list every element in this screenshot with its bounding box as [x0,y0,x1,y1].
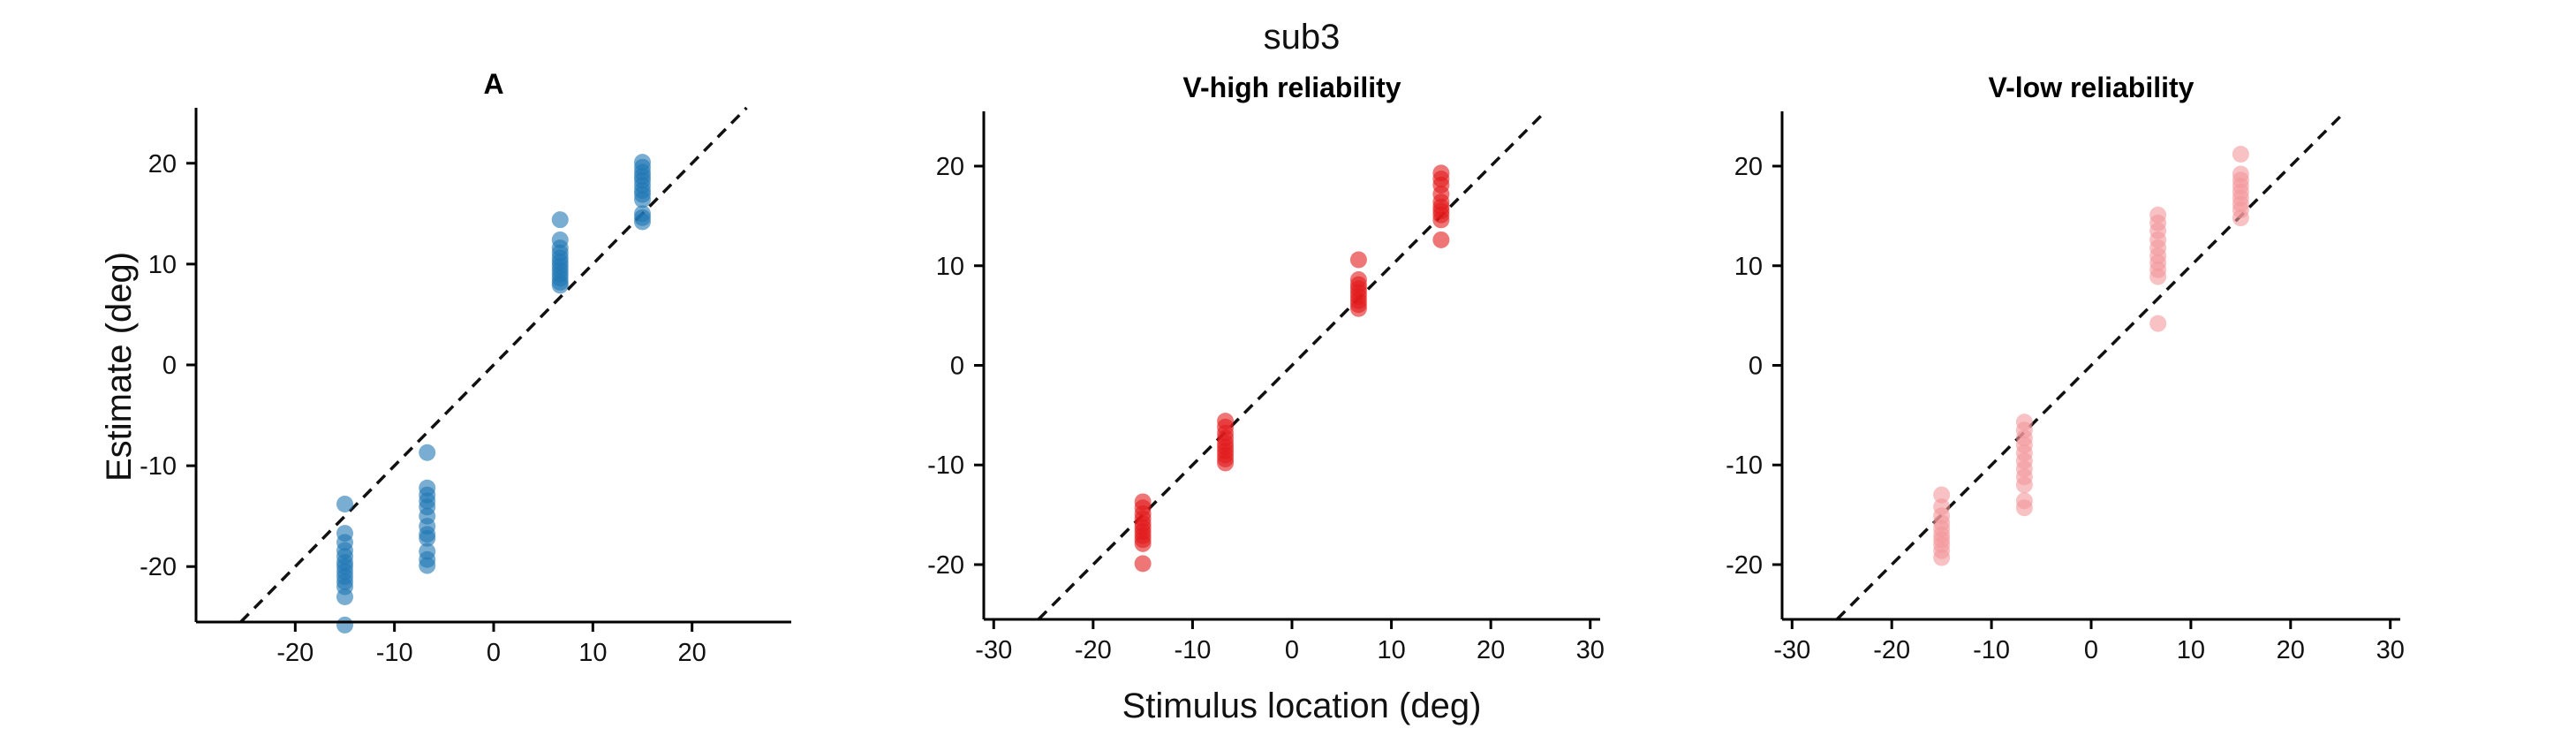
data-point [1432,211,1450,229]
data-point [1933,549,1951,566]
x-tick-label: 20 [678,639,706,667]
data-point [1217,454,1235,472]
y-tick-label: 0 [1749,353,1763,381]
x-tick-label: 20 [2277,636,2305,664]
data-point [2232,145,2249,163]
y-tick-label: 0 [162,352,177,380]
subplot-1: A -20 -10 0 10 20 -20 -10 0 10 20 [140,68,791,667]
x-tick-label: 30 [2376,636,2405,664]
identity-line [1835,110,2347,621]
y-axis-label: Estimate (deg) [100,252,139,482]
x-tick-label: 10 [578,639,607,667]
subplot-title: V-high reliability [1182,72,1401,103]
x-tick-label: 0 [487,639,501,667]
y-tick-label: -20 [1726,551,1763,580]
data-point [634,213,651,231]
data-point [336,588,353,605]
x-tick-label: -20 [1873,636,1910,664]
y-tick-label: -20 [927,551,964,580]
x-tick-label: -30 [1773,636,1810,664]
x-tick-label: 10 [2177,636,2205,664]
y-tick-label: -10 [140,452,177,481]
data-point [1134,535,1152,552]
data-point [2015,476,2033,494]
data-point [419,444,436,461]
y-tick-label: 0 [950,353,964,381]
data-point [2149,268,2167,285]
subplot-title: V-low reliability [1989,72,2195,103]
y-tick-label: 20 [936,153,964,181]
x-tick-label: -20 [1075,636,1112,664]
data-point [1134,555,1152,573]
x-tick-label: 30 [1576,636,1605,664]
x-tick-label: -10 [1973,636,2010,664]
subplot-3: V-low reliability -30 -20 -10 0 10 20 30 -20 -10 0… [1726,72,2405,664]
data-point [1432,231,1450,248]
subplot-title: A [483,68,503,100]
x-tick-label: -10 [376,639,413,667]
x-tick-label: -20 [276,639,314,667]
data-point [1349,300,1367,317]
figure-title: sub3 [1264,18,1341,57]
x-axis-label: Stimulus location (deg) [1122,687,1482,725]
x-tick-label: 10 [1377,636,1405,664]
y-tick-label: -10 [927,451,964,480]
data-point [2015,499,2033,517]
data-point [551,211,569,229]
y-tick-label: -10 [1726,451,1763,480]
x-tick-label: 0 [2084,636,2098,664]
data-point [1933,486,1951,504]
identity-line [239,106,748,624]
data-point [2232,209,2249,227]
y-tick-label: 10 [936,253,964,281]
x-tick-label: -10 [1174,636,1211,664]
data-point [551,277,569,294]
data-point [634,191,651,209]
y-tick-label: 10 [148,251,177,279]
data-point [1349,251,1367,269]
y-tick-label: 10 [1734,253,1763,281]
x-tick-label: -30 [975,636,1012,664]
x-tick-label: 20 [1477,636,1505,664]
data-point [336,495,353,512]
data-point [2149,315,2167,332]
data-point [419,529,436,547]
y-tick-label: -20 [140,553,177,581]
identity-line [1037,110,1547,621]
data-point [336,616,353,634]
y-tick-label: 20 [148,150,177,178]
data-point [419,557,436,574]
subplot-2: V-high reliability -30 -20 -10 0 10 20 30 -20 -10… [927,72,1605,664]
y-tick-label: 20 [1734,153,1763,181]
x-tick-label: 0 [1285,636,1299,664]
